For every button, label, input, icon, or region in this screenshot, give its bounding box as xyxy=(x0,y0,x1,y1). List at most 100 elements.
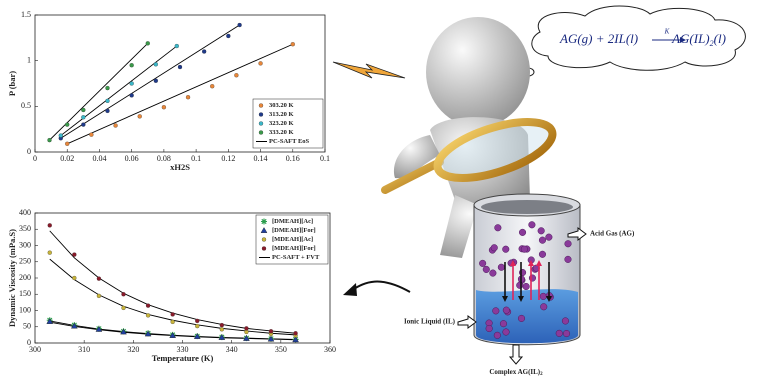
y-axis-label: Dynamic Viscosity (mPa.S) xyxy=(7,229,17,327)
data-point xyxy=(171,312,175,316)
legend-label: 333.20 K xyxy=(269,129,294,136)
x-tick-label: 0.1 xyxy=(191,154,201,163)
molecule xyxy=(519,229,526,236)
pointer-arrow xyxy=(352,282,410,292)
molecule xyxy=(502,246,509,253)
data-point xyxy=(59,134,63,138)
legend-label: [MDEAH][Ac] xyxy=(272,236,313,243)
legend-marker xyxy=(262,247,266,251)
y-tick-label: 200 xyxy=(19,273,31,282)
y-tick-label: 300 xyxy=(19,240,31,249)
legend-label: [MDEAH][For] xyxy=(272,245,316,252)
ionic-liquid-label: Ionic Liquid (IL) xyxy=(404,318,456,326)
molecule xyxy=(500,320,507,327)
lightning-bolt xyxy=(333,62,405,78)
data-point xyxy=(154,62,158,66)
molecule xyxy=(529,275,536,282)
data-point xyxy=(65,142,69,146)
y-tick-label: 250 xyxy=(19,257,31,266)
data-point xyxy=(291,42,295,46)
data-point xyxy=(146,304,150,308)
data-point xyxy=(195,319,199,323)
data-point xyxy=(114,124,118,128)
legend-label: 313.20 K xyxy=(269,111,294,118)
data-point xyxy=(48,138,52,142)
molecule xyxy=(490,270,497,277)
x-tick-label: 0.1 xyxy=(320,154,330,163)
chart: 00.020.040.060.080.10.120.140.160.100.51… xyxy=(7,10,330,172)
y-tick-label: 50 xyxy=(23,322,31,331)
data-point xyxy=(162,105,166,109)
data-point xyxy=(97,294,101,298)
data-point xyxy=(106,99,110,103)
legend-marker xyxy=(259,131,263,135)
y-tick-label: 350 xyxy=(19,224,31,233)
data-point xyxy=(72,253,76,257)
legend-marker xyxy=(259,122,263,126)
y-tick-label: 0 xyxy=(27,338,31,347)
equation-product: AG(IL) xyxy=(671,31,710,46)
x-tick-label: 320 xyxy=(127,345,139,354)
data-point xyxy=(106,86,110,90)
molecule xyxy=(516,282,523,289)
legend-marker xyxy=(259,104,263,108)
graphical-abstract: Acid Gas (AG) Ionic Liquid (IL) Complex … xyxy=(0,0,757,380)
data-point xyxy=(146,41,150,45)
molecule xyxy=(503,307,510,314)
molecule xyxy=(503,329,510,336)
figure-head xyxy=(426,17,530,127)
molecule xyxy=(529,221,536,228)
data-point xyxy=(244,330,248,334)
data-point xyxy=(106,109,110,113)
data-point xyxy=(202,50,206,54)
x-tick-label: 0.12 xyxy=(221,154,235,163)
y-tick-label: 150 xyxy=(19,289,31,298)
molecule xyxy=(479,260,486,267)
molecule xyxy=(483,266,490,273)
y-tick-label: 0.5 xyxy=(21,101,31,110)
data-point xyxy=(186,95,190,99)
acid-gas-label: Acid Gas (AG) xyxy=(590,230,635,238)
label-arrow xyxy=(510,345,522,364)
data-point xyxy=(81,115,85,119)
y-tick-label: 1.5 xyxy=(21,10,31,19)
data-point xyxy=(178,65,182,69)
data-point xyxy=(89,133,93,137)
data-point xyxy=(146,313,150,317)
molecule xyxy=(565,240,572,247)
illustration: Acid Gas (AG) Ionic Liquid (IL) Complex … xyxy=(333,6,745,377)
data-point xyxy=(294,331,298,335)
data-point xyxy=(238,23,242,27)
molecule xyxy=(494,332,501,339)
molecule xyxy=(539,251,546,258)
x-tick-label: 350 xyxy=(275,345,287,354)
legend-marker xyxy=(259,113,263,117)
data-point xyxy=(210,84,214,88)
molecule xyxy=(518,315,525,322)
data-point xyxy=(65,123,69,127)
molecule xyxy=(565,256,572,263)
data-point xyxy=(220,327,224,331)
data-point xyxy=(154,79,158,83)
x-tick-label: 0.08 xyxy=(157,154,171,163)
data-point xyxy=(269,329,273,333)
arrow-head xyxy=(343,283,357,296)
molecule xyxy=(540,293,547,300)
x-tick-label: 340 xyxy=(226,345,238,354)
chart: 3003103203303403503600501001502002503003… xyxy=(7,208,336,363)
legend: [DMEAH][Ac] [DMEAH][For] [MDEAH][Ac] [MDEAH… xyxy=(256,215,328,264)
data-point xyxy=(175,44,179,48)
legend-label: [DMEAH][For] xyxy=(272,227,316,234)
legend-label: [DMEAH][Ac] xyxy=(272,218,313,225)
legend-marker xyxy=(262,238,266,242)
equation-phase: (l) xyxy=(714,31,726,46)
data-point xyxy=(81,108,85,112)
data-point xyxy=(130,93,134,97)
y-axis-label: P (bar) xyxy=(7,71,17,96)
data-point xyxy=(220,323,224,327)
data-point xyxy=(130,82,134,86)
molecule xyxy=(486,325,493,332)
y-tick-label: 100 xyxy=(19,305,31,314)
data-point xyxy=(234,73,238,77)
molecule xyxy=(493,308,500,315)
